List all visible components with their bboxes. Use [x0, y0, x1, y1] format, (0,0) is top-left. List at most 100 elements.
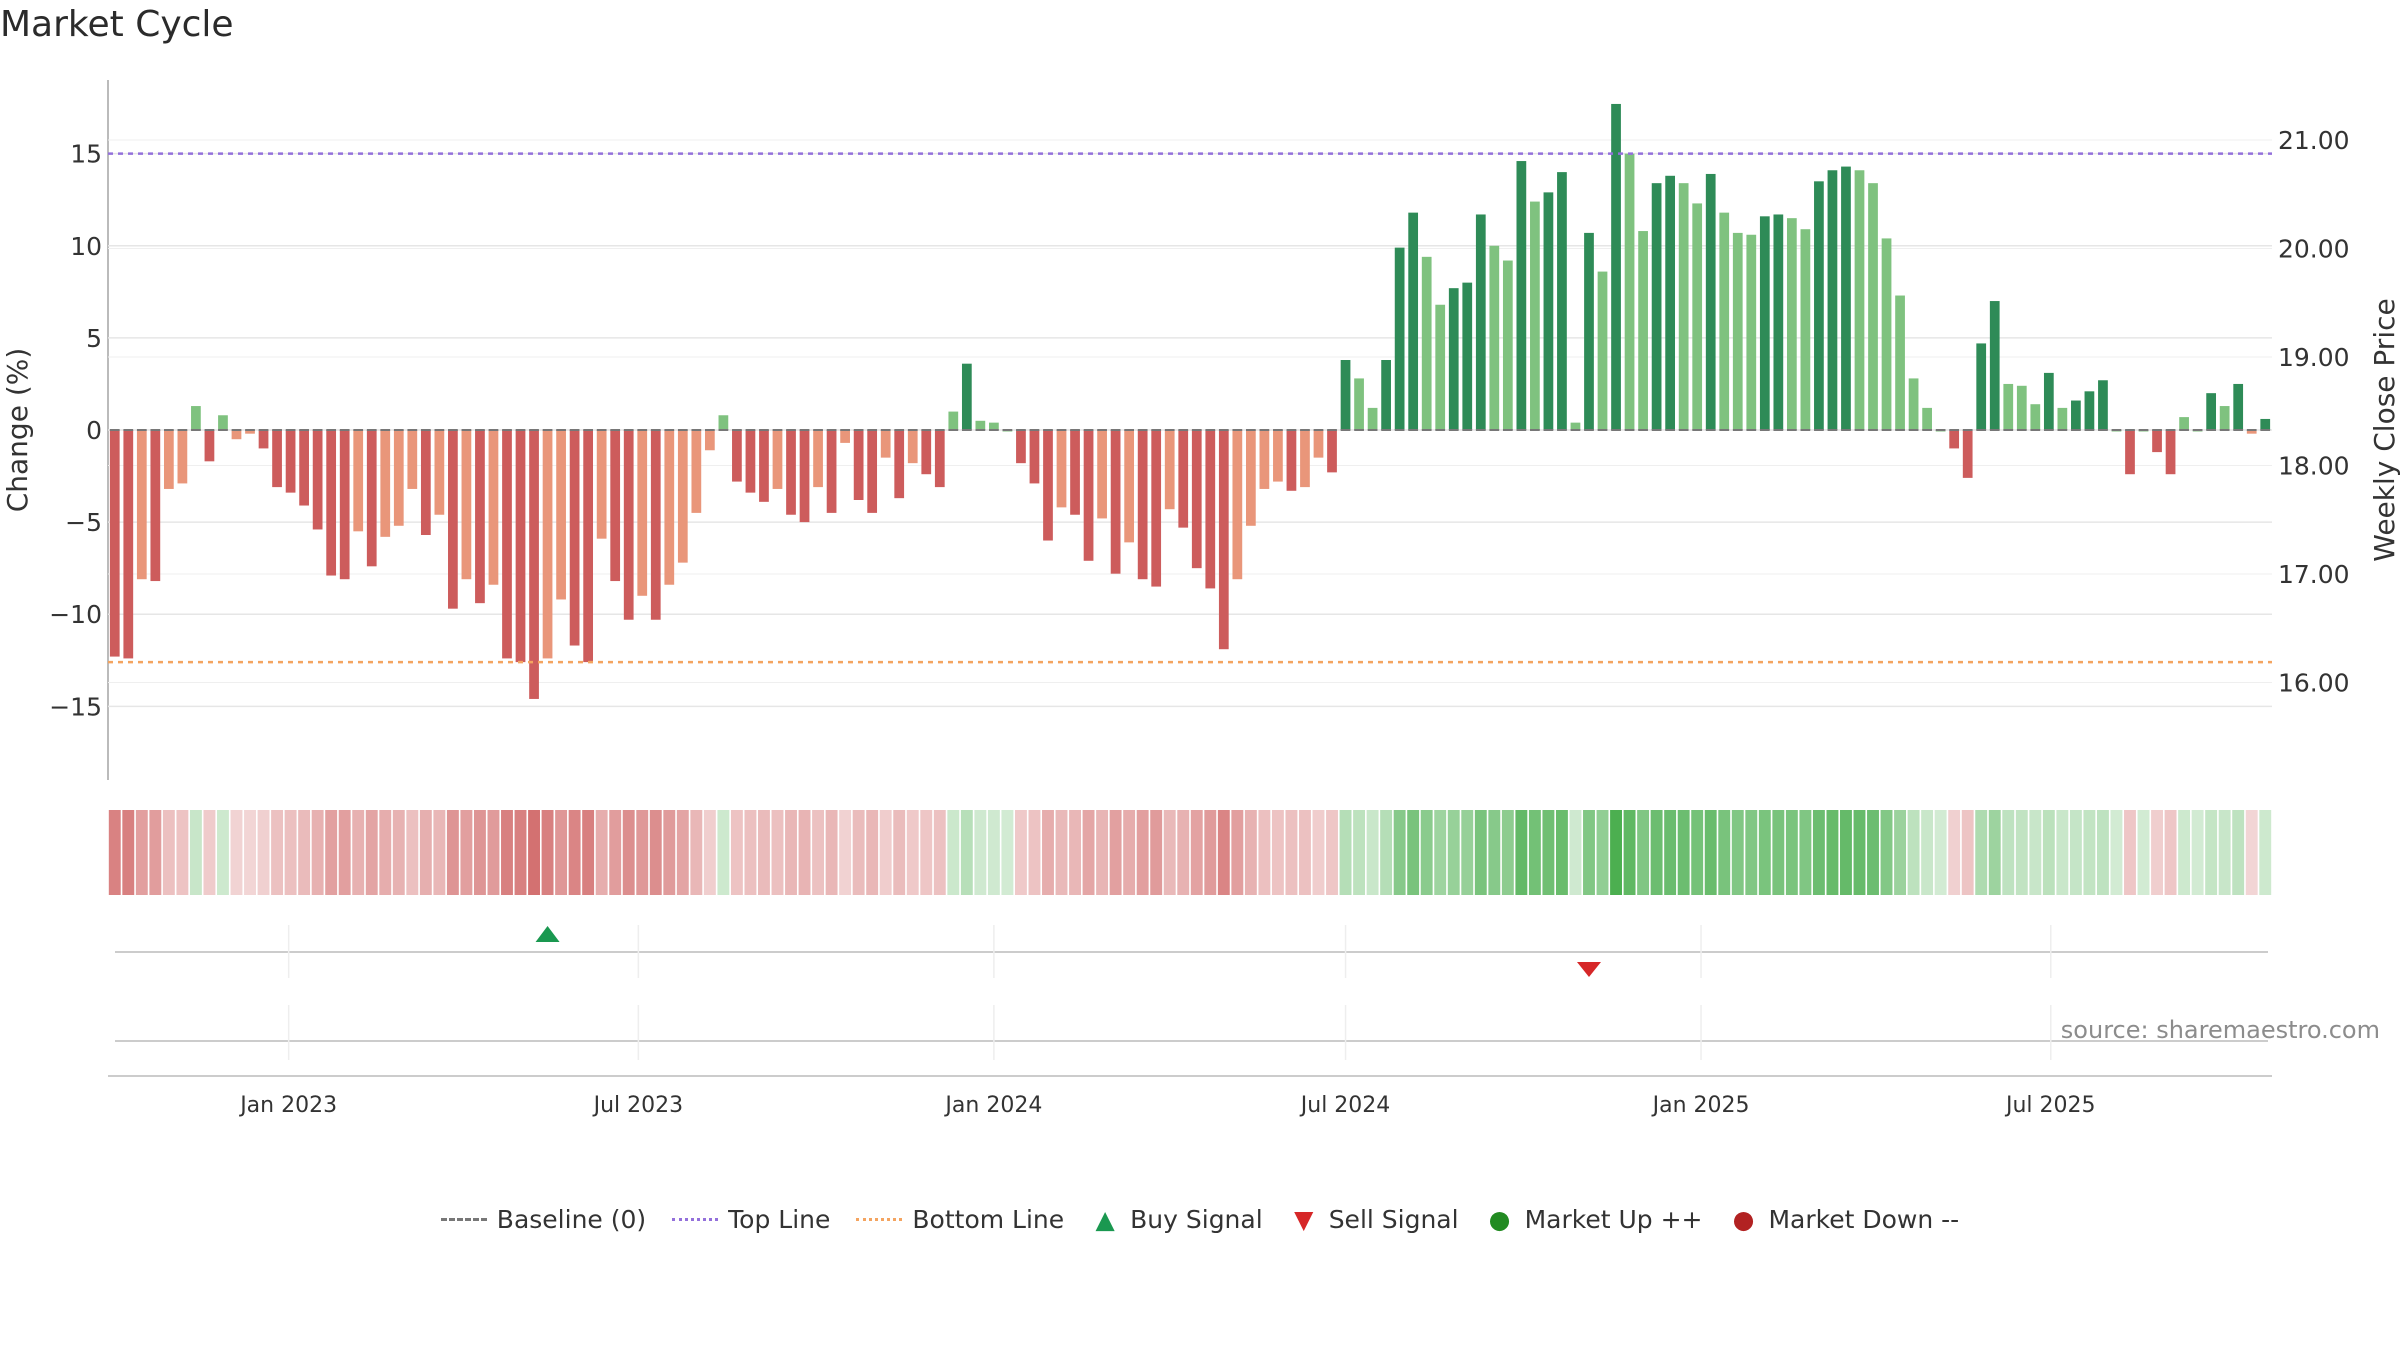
bar — [285, 430, 296, 493]
heat-cell — [257, 810, 270, 895]
bar — [542, 430, 553, 659]
bar — [1651, 183, 1662, 430]
heat-cell — [1136, 810, 1149, 895]
x-tick-label: Jul 2024 — [1299, 1093, 1391, 1118]
bar — [1800, 229, 1811, 430]
heat-cell — [1853, 810, 1866, 895]
bar — [1908, 378, 1919, 430]
heat-cell — [974, 810, 987, 895]
legend-market-up: ● Market Up ++ — [1485, 1205, 1703, 1234]
heat-cell — [1474, 810, 1487, 895]
heat-cell — [2029, 810, 2042, 895]
heat-cell — [1271, 810, 1284, 895]
bar — [420, 430, 431, 535]
bar — [772, 430, 783, 489]
heat-cell — [1312, 810, 1325, 895]
bar — [1191, 430, 1202, 569]
bar — [1016, 430, 1026, 464]
heat-cell — [1637, 810, 1650, 895]
bar — [1300, 430, 1310, 488]
bar — [1895, 295, 1905, 430]
heat-cell — [2110, 810, 2123, 895]
x-tick-label: Jul 2025 — [2004, 1093, 2096, 1118]
heat-cell — [487, 810, 500, 895]
bar — [1989, 301, 2000, 430]
legend-top-line-label: Top Line — [728, 1205, 831, 1234]
heat-cell — [839, 810, 852, 895]
bar — [799, 430, 810, 523]
heat-cell — [1785, 810, 1798, 895]
bar — [1070, 430, 1080, 515]
legend-market-down-label: Market Down -- — [1768, 1205, 1960, 1234]
y-axis-label: Change (%) — [1, 348, 34, 513]
legend-top-line-swatch — [672, 1218, 719, 1221]
heat-cell — [1109, 810, 1122, 895]
heat-cell — [2191, 810, 2204, 895]
bar — [2030, 404, 2041, 430]
legend-baseline: Baseline (0) — [440, 1205, 646, 1234]
heat-cell — [1244, 810, 1257, 895]
bar — [1611, 103, 1621, 430]
heat-cell — [298, 810, 311, 895]
y-tick-label: 15 — [70, 140, 102, 169]
y2-tick-label: 18.00 — [2278, 452, 2350, 481]
heat-cell — [893, 810, 906, 895]
legend: Baseline (0) Top Line Bottom Line ▲ Buy … — [0, 1205, 2400, 1234]
heat-cell — [879, 810, 892, 895]
bar — [448, 430, 458, 609]
x-axis-ticks: Jan 2023 Jul 2023 Jan 2024 Jul 2024 Jan 2025… — [238, 1093, 2095, 1118]
bar — [718, 415, 729, 430]
heat-strip — [108, 810, 2272, 895]
bar — [163, 430, 174, 489]
x-tick-label: Jan 2024 — [943, 1093, 1042, 1118]
heat-cell — [609, 810, 622, 895]
heat-cell — [758, 810, 770, 895]
bar — [1232, 430, 1243, 580]
bar — [366, 430, 377, 567]
heat-cell — [2015, 810, 2028, 895]
heat-cell — [852, 810, 865, 895]
heat-cell — [1501, 810, 1514, 895]
heat-cell — [555, 810, 568, 895]
heat-cell — [1610, 810, 1622, 895]
bar — [339, 430, 350, 580]
heat-cell — [1921, 810, 1934, 895]
bar — [2071, 400, 2081, 430]
triangle-up-icon: ▲ — [1095, 1205, 1115, 1234]
bar — [475, 430, 485, 604]
bar — [1665, 175, 1676, 430]
bar — [312, 430, 323, 530]
bar — [921, 430, 932, 475]
heat-cell — [2083, 810, 2096, 895]
bar — [759, 430, 769, 502]
heat-cell — [1934, 810, 1947, 895]
heat-cell — [1691, 810, 1704, 895]
bar — [813, 430, 823, 488]
heat-cell — [595, 810, 608, 895]
heat-cell — [920, 810, 933, 895]
heat-cell — [812, 810, 825, 895]
heat-cell — [1028, 810, 1041, 895]
bar — [1205, 430, 1216, 589]
heat-cell — [162, 810, 175, 895]
bar — [1327, 430, 1337, 473]
heat-cell — [1014, 810, 1027, 895]
bar — [1719, 212, 1730, 430]
heat-cell — [1867, 810, 1879, 895]
bar — [1814, 181, 1824, 430]
heat-cell — [1190, 810, 1203, 895]
bar — [880, 430, 891, 458]
heat-cell — [663, 810, 676, 895]
heat-cell — [798, 810, 811, 895]
bar — [515, 430, 526, 663]
heat-cell — [2002, 810, 2015, 895]
bar — [1381, 360, 1391, 430]
heat-cell — [933, 810, 946, 895]
legend-sell: ▼ Sell Signal — [1289, 1205, 1459, 1234]
heat-cell — [1745, 810, 1758, 895]
bar — [2165, 430, 2176, 475]
heat-cell — [365, 810, 378, 895]
legend-top-line: Top Line — [672, 1205, 830, 1234]
heat-cell — [1664, 810, 1677, 895]
